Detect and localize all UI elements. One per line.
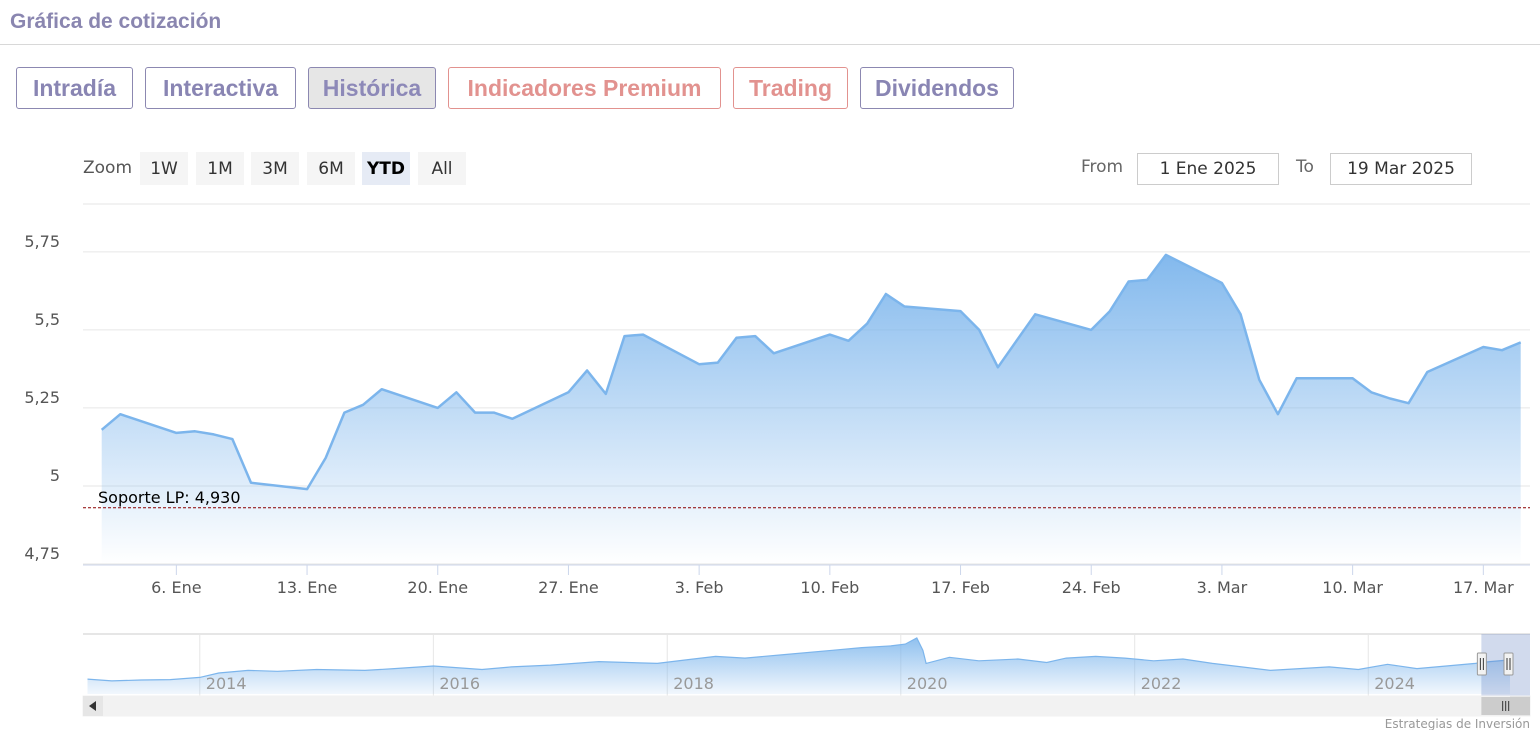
tab-historica[interactable]: Histórica [308, 67, 436, 109]
zoom-6m-button[interactable]: 6M [307, 152, 355, 185]
x-tick-label: 24. Feb [1062, 578, 1121, 597]
grid-lines [83, 251, 1530, 565]
from-date-input[interactable]: 1 Ene 2025 [1137, 153, 1279, 185]
support-label: Soporte LP: 4,930 [98, 488, 241, 507]
navigator-year-label: 2016 [439, 674, 480, 693]
navigator-handle [1476, 652, 1487, 676]
tab-intradia[interactable]: Intradía [16, 67, 133, 109]
y-tick-label: 4,75 [24, 544, 60, 563]
y-tick-label: 5,75 [24, 232, 60, 251]
x-tick-label: 17. Mar [1453, 578, 1514, 597]
zoom-1w-button[interactable]: 1W [140, 152, 188, 185]
tab-interactiva[interactable]: Interactiva [145, 67, 296, 109]
scrollbar-grip-icon [1502, 701, 1510, 711]
scrollbar [82, 695, 1531, 717]
navigator-line [87, 637, 1511, 682]
navigator-year-label: 2024 [1374, 674, 1415, 693]
arrow-left-icon [89, 701, 96, 711]
price-line [100, 253, 1522, 491]
navigator-handle [1503, 652, 1514, 676]
zoom-1m-button[interactable]: 1M [196, 152, 244, 185]
x-tick-label: 20. Ene [407, 578, 468, 597]
x-axis-labels: 6. Ene 13. Ene 20. Ene 27. Ene 3. Feb 10. Feb… [151, 565, 1514, 597]
y-axis-labels: 4,75 5 5,25 5,5 5,75 [24, 232, 60, 563]
scrollbar-track [82, 695, 1531, 717]
scrollbar-left-button [83, 696, 103, 716]
x-tick-label: 17. Feb [931, 578, 990, 597]
arrow-right-icon [1517, 701, 1524, 711]
x-tick-label: 13. Ene [277, 578, 338, 597]
navigator-area [87, 638, 1510, 694]
navigator-year-labels: 2014 2016 2018 2020 2022 2024 [206, 674, 1415, 693]
navigator-year-label: 2018 [673, 674, 714, 693]
x-tick-label: 10. Feb [800, 578, 859, 597]
chart-credit: Estrategias de Inversión [1385, 717, 1530, 730]
x-tick-label: 27. Ene [538, 578, 599, 597]
zoom-label: Zoom [83, 158, 133, 178]
navigator-grid [199, 634, 1369, 696]
to-date-input[interactable]: 19 Mar 2025 [1330, 153, 1472, 185]
scrollbar-thumb [1481, 697, 1530, 715]
x-tick-label: 6. Ene [151, 578, 201, 597]
page-title: Gráfica de cotización [10, 10, 222, 33]
zoom-3m-button[interactable]: 3M [251, 152, 299, 185]
to-label: To [1296, 157, 1314, 177]
y-tick-label: 5,25 [24, 388, 60, 407]
scrollbar-right-button [1510, 696, 1530, 716]
zoom-all-button[interactable]: All [418, 152, 466, 185]
x-tick-label: 10. Mar [1322, 578, 1383, 597]
navigator: 2014 2016 2018 2020 2022 2024 [83, 633, 1530, 696]
tab-trading[interactable]: Trading [733, 67, 848, 109]
navigator-selection [1481, 634, 1530, 696]
price-area [101, 254, 1521, 564]
tab-indicadores-premium[interactable]: Indicadores Premium [448, 67, 721, 109]
navigator-year-label: 2014 [206, 674, 247, 693]
y-tick-label: 5,5 [35, 310, 60, 329]
support-lines: Soporte LP: 4,930 [83, 488, 1530, 509]
navigator-handles [1476, 652, 1514, 676]
title-divider [0, 44, 1540, 45]
y-tick-label: 5 [50, 466, 60, 485]
tab-dividendos[interactable]: Dividendos [860, 67, 1014, 109]
x-tick-label: 3. Feb [675, 578, 724, 597]
navigator-year-label: 2022 [1141, 674, 1182, 693]
zoom-ytd-button[interactable]: YTD [362, 152, 410, 185]
from-label: From [1081, 157, 1124, 177]
navigator-year-label: 2020 [907, 674, 948, 693]
navigator-background [83, 634, 1530, 696]
x-tick-label: 3. Mar [1197, 578, 1248, 597]
